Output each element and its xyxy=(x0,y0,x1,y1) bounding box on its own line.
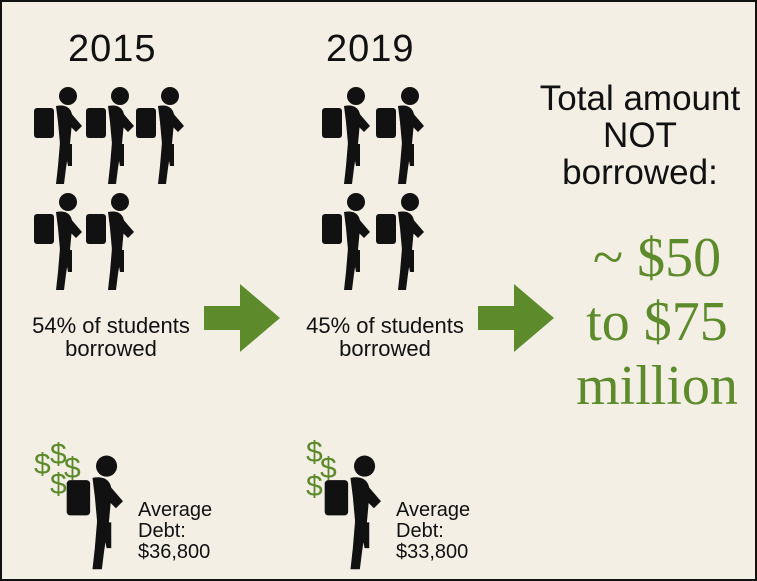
caption-2015-line2: borrowed xyxy=(65,336,157,361)
year-2019-label: 2019 xyxy=(326,28,415,70)
total-heading-line3: borrowed: xyxy=(562,153,718,192)
caption-2015: 54% of students borrowed xyxy=(16,314,206,360)
total-heading-line1: Total amount xyxy=(539,79,741,118)
dollar-sign-icon: $ xyxy=(320,452,337,485)
total-amount-line2: to $75 xyxy=(586,291,728,353)
student-icon xyxy=(132,86,190,186)
dollar-sign-icon: $ xyxy=(50,438,67,471)
debt-2019-line2: Debt: xyxy=(396,520,444,542)
student-icon xyxy=(372,86,430,186)
debt-2015: Average Debt: $36,800 xyxy=(138,500,212,563)
dollar-sign-icon: $ xyxy=(50,468,67,501)
debt-2015-line1: Average xyxy=(138,499,213,521)
total-amount-line3: million xyxy=(576,355,738,417)
debt-2015-line3: $36,800 xyxy=(138,541,211,563)
dollar-sign-icon: $ xyxy=(306,436,323,469)
student-icon xyxy=(82,192,140,292)
debt-2019: Average Debt: $33,800 xyxy=(396,500,470,563)
debt-2019-line3: $33,800 xyxy=(396,541,469,563)
debt-2015-line2: Debt: xyxy=(138,520,186,542)
total-heading: Total amount NOT borrowed: xyxy=(522,80,757,191)
student-icon xyxy=(30,192,88,292)
student-icon xyxy=(320,454,388,572)
caption-2019: 45% of students borrowed xyxy=(290,314,480,360)
right-arrow-icon xyxy=(478,284,554,352)
caption-2015-line1: 54% of students xyxy=(32,313,190,338)
total-heading-line2: NOT xyxy=(603,116,677,155)
debt-2019-line1: Average xyxy=(396,499,471,521)
student-icon xyxy=(318,192,376,292)
student-icon xyxy=(62,454,130,572)
total-amount-line1: ~ $50 xyxy=(592,227,722,289)
caption-2019-line1: 45% of students xyxy=(306,313,464,338)
student-icon xyxy=(372,192,430,292)
student-icon xyxy=(30,86,88,186)
year-2015-label: 2015 xyxy=(68,28,157,70)
student-icon xyxy=(318,86,376,186)
dollar-sign-icon: $ xyxy=(64,452,81,485)
total-amount: ~ $50 to $75 million xyxy=(562,226,752,418)
caption-2019-line2: borrowed xyxy=(339,336,431,361)
dollar-sign-icon: $ xyxy=(306,470,323,503)
right-arrow-icon xyxy=(204,284,280,352)
dollar-sign-icon: $ xyxy=(34,448,51,481)
